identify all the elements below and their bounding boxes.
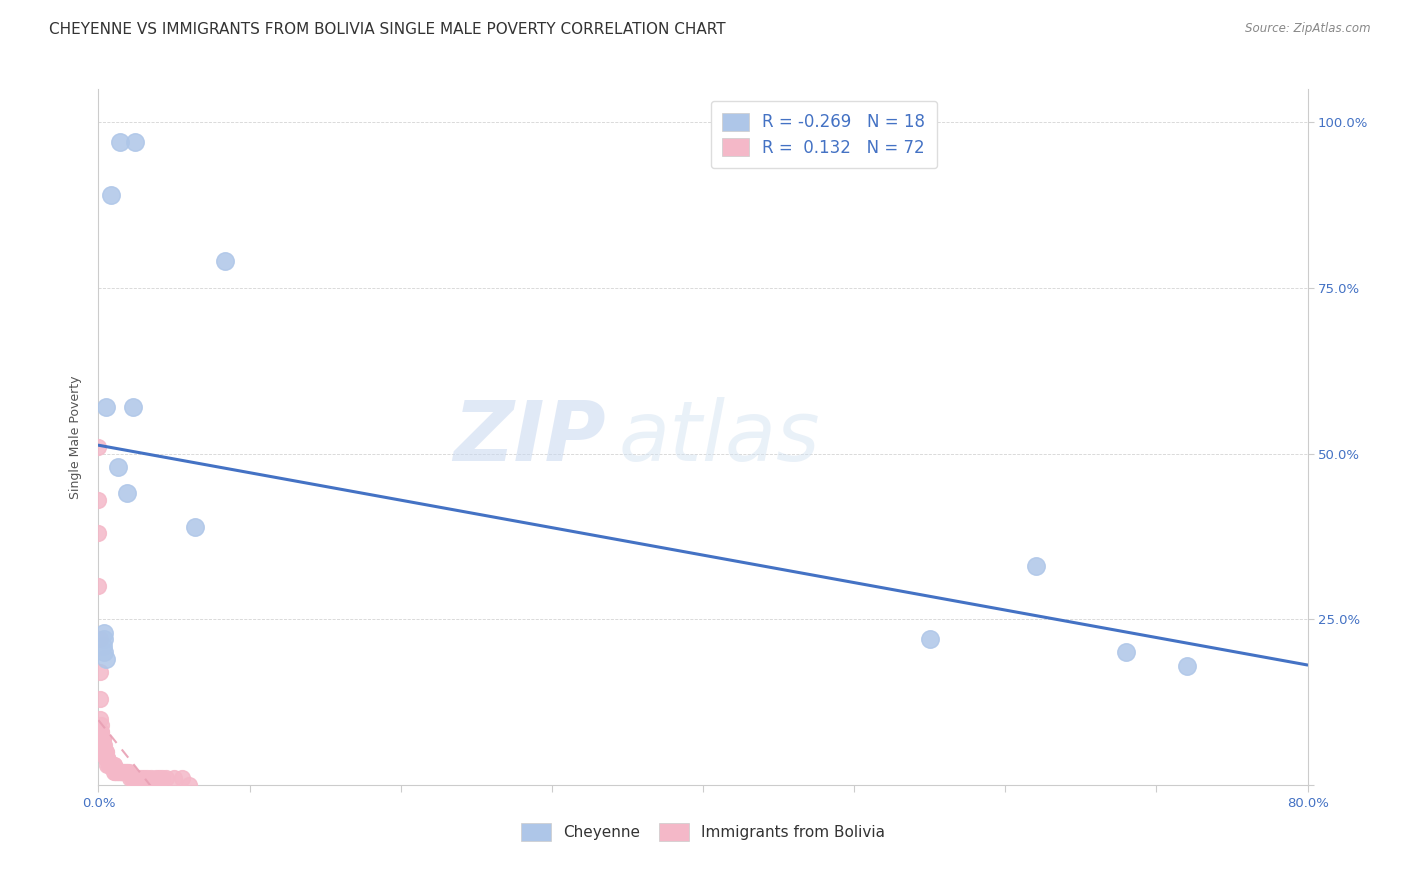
- Point: [96, 751, 118, 765]
- Point: [110, 764, 132, 779]
- Point: [89, 665, 111, 680]
- Point: [112, 764, 135, 779]
- Point: [150, 772, 173, 786]
- Point: [918, 632, 941, 647]
- Point: [91, 639, 114, 653]
- Point: [93, 625, 115, 640]
- Point: [91, 731, 114, 746]
- Point: [107, 459, 129, 474]
- Point: [96, 758, 118, 772]
- Point: [111, 764, 134, 779]
- Text: CHEYENNE VS IMMIGRANTS FROM BOLIVIA SINGLE MALE POVERTY CORRELATION CHART: CHEYENNE VS IMMIGRANTS FROM BOLIVIA SING…: [49, 22, 725, 37]
- Point: [118, 764, 141, 779]
- Text: ZIP: ZIP: [454, 397, 606, 477]
- Point: [91, 731, 114, 746]
- Point: [89, 632, 111, 647]
- Point: [115, 764, 138, 779]
- Point: [107, 764, 129, 779]
- Point: [93, 745, 115, 759]
- Point: [87, 579, 110, 593]
- Point: [132, 772, 155, 786]
- Point: [94, 745, 117, 759]
- Point: [94, 401, 117, 415]
- Point: [96, 751, 118, 765]
- Point: [124, 772, 146, 786]
- Point: [163, 772, 186, 786]
- Point: [108, 135, 131, 149]
- Point: [93, 632, 115, 647]
- Point: [91, 738, 114, 752]
- Point: [121, 772, 143, 786]
- Point: [94, 751, 117, 765]
- Point: [135, 772, 157, 786]
- Point: [94, 751, 117, 765]
- Point: [179, 778, 201, 792]
- Point: [108, 764, 131, 779]
- Point: [110, 764, 132, 779]
- Point: [148, 772, 170, 786]
- Point: [101, 758, 124, 772]
- Point: [104, 764, 127, 779]
- Point: [100, 758, 122, 772]
- Point: [87, 493, 110, 508]
- Y-axis label: Single Male Poverty: Single Male Poverty: [69, 376, 83, 499]
- Point: [100, 758, 122, 772]
- Point: [127, 772, 149, 786]
- Point: [1175, 658, 1198, 673]
- Point: [1115, 645, 1137, 659]
- Point: [124, 135, 146, 149]
- Point: [103, 758, 125, 772]
- Point: [91, 738, 114, 752]
- Point: [98, 758, 121, 772]
- Point: [94, 745, 117, 759]
- Point: [93, 745, 115, 759]
- Point: [89, 712, 111, 726]
- Point: [120, 772, 142, 786]
- Point: [93, 645, 115, 659]
- Point: [90, 725, 112, 739]
- Point: [115, 486, 138, 500]
- Point: [145, 772, 167, 786]
- Point: [90, 718, 112, 732]
- Point: [94, 751, 117, 765]
- Point: [100, 188, 122, 202]
- Point: [90, 731, 112, 746]
- Point: [96, 751, 118, 765]
- Point: [93, 745, 115, 759]
- Point: [104, 764, 127, 779]
- Point: [89, 691, 111, 706]
- Text: Source: ZipAtlas.com: Source: ZipAtlas.com: [1246, 22, 1371, 36]
- Point: [125, 772, 148, 786]
- Point: [103, 758, 125, 772]
- Point: [87, 526, 110, 541]
- Point: [155, 772, 177, 786]
- Legend: Cheyenne, Immigrants from Bolivia: Cheyenne, Immigrants from Bolivia: [515, 817, 891, 847]
- Point: [103, 764, 125, 779]
- Point: [105, 764, 128, 779]
- Point: [94, 652, 117, 666]
- Point: [98, 758, 121, 772]
- Point: [184, 519, 207, 533]
- Point: [141, 772, 163, 786]
- Point: [91, 738, 114, 752]
- Point: [214, 254, 236, 268]
- Point: [93, 738, 115, 752]
- Point: [94, 751, 117, 765]
- Point: [122, 401, 145, 415]
- Point: [170, 772, 193, 786]
- Point: [114, 764, 136, 779]
- Point: [101, 758, 124, 772]
- Point: [129, 772, 152, 786]
- Point: [90, 725, 112, 739]
- Point: [100, 758, 122, 772]
- Point: [110, 764, 132, 779]
- Point: [107, 764, 129, 779]
- Point: [1024, 559, 1046, 574]
- Text: atlas: atlas: [619, 397, 820, 477]
- Point: [87, 440, 110, 454]
- Point: [101, 758, 124, 772]
